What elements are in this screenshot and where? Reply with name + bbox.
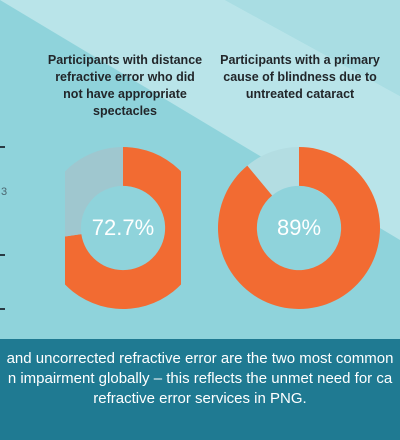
chart-title-right: Participants with a primary cause of bli… — [210, 52, 390, 103]
chart-title-line: Participants with distance — [47, 53, 203, 67]
donut-slice-remainder — [247, 147, 299, 196]
donut-value-label-right: 89% — [276, 215, 322, 240]
donut-chart-right — [217, 147, 380, 309]
donut-slice-remainder — [65, 147, 123, 237]
caption-line: and uncorrected refractive error are the… — [6, 350, 394, 367]
chart-title-line: refractive error who did — [55, 70, 195, 84]
chart-title-line: not have appropriate — [63, 87, 187, 101]
caption-line: n impairment globally – this reflects th… — [7, 370, 393, 387]
axis-tick-label-fragment: 3 — [1, 186, 8, 198]
chart-title-left: Participants with distance refractive er… — [32, 52, 218, 120]
axis-tick — [0, 254, 5, 256]
caption-text: and uncorrected refractive error are the… — [0, 349, 400, 409]
chart-title-line: Participants with a primary — [220, 53, 380, 67]
donut-slice-value — [65, 147, 181, 309]
donut-slice-value — [217, 147, 380, 309]
caption-band — [0, 339, 400, 440]
caption-line: refractive error services in PNG. — [93, 390, 307, 407]
chart-title-line: cause of blindness due to — [223, 70, 377, 84]
chart-title-line: spectacles — [93, 104, 157, 118]
donut-chart-left — [65, 147, 181, 309]
axis-tick — [0, 308, 5, 310]
chart-title-line: untreated cataract — [245, 87, 355, 101]
donut-value-label-left: 72.7% — [91, 215, 155, 240]
axis-tick — [0, 146, 5, 148]
